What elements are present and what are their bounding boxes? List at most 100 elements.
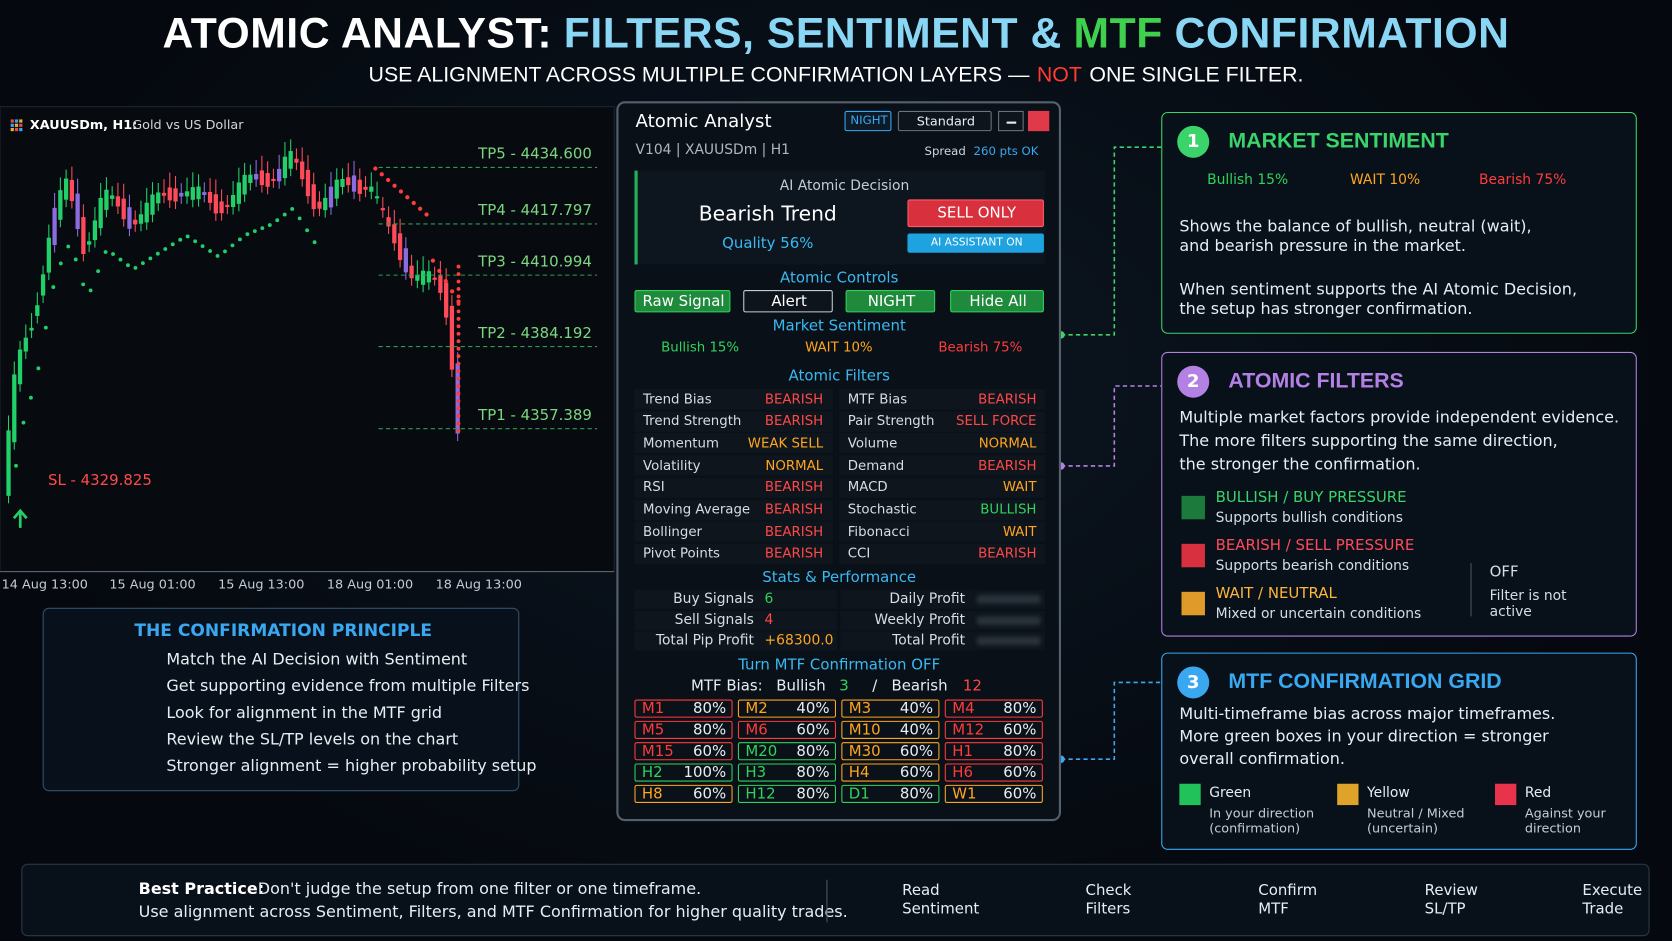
mtf-value: 80% bbox=[796, 763, 830, 781]
trail-dot bbox=[126, 263, 130, 268]
mtf-timeframe: H12 bbox=[745, 785, 776, 803]
control-button[interactable]: Hide All bbox=[950, 290, 1044, 313]
card-badge: 3 bbox=[1177, 666, 1210, 699]
legend-desc: In your direction (confirmation) bbox=[1209, 805, 1315, 837]
style-button-text: Standard bbox=[916, 113, 975, 129]
trail-dot bbox=[6, 490, 11, 495]
card-number: 2 bbox=[1186, 371, 1200, 393]
trail-dot bbox=[58, 261, 63, 266]
control-button[interactable]: NIGHT bbox=[845, 290, 936, 313]
stop-dot bbox=[405, 195, 410, 200]
candle-body bbox=[236, 182, 241, 204]
candle-body bbox=[207, 191, 213, 203]
principle-item: Look for alignment in the MTF grid bbox=[166, 702, 443, 723]
candle-body bbox=[277, 168, 282, 182]
mtf-cell bbox=[634, 699, 733, 718]
mtf-cell bbox=[737, 699, 837, 718]
candle-body bbox=[6, 430, 11, 496]
trail-dot bbox=[73, 257, 78, 262]
filter-row bbox=[839, 543, 1046, 564]
divider bbox=[1470, 563, 1472, 617]
legend-desc: Against your direction bbox=[1524, 805, 1606, 837]
filter-row bbox=[634, 521, 833, 542]
mtf-cell bbox=[944, 720, 1043, 739]
candle-body bbox=[63, 178, 69, 200]
filter-row bbox=[839, 521, 1046, 542]
card: 2 ATOMIC FILTERS Multiple market factors p… bbox=[1161, 351, 1637, 637]
candle-body bbox=[253, 173, 259, 180]
title-part: ATOMIC ANALYST: bbox=[162, 10, 553, 57]
candle-body bbox=[397, 233, 403, 261]
minimize-button[interactable] bbox=[998, 110, 1024, 132]
symbol-icon bbox=[19, 123, 23, 127]
legend-swatch bbox=[1494, 783, 1517, 806]
stop-dot bbox=[456, 272, 461, 276]
mtf-value: 40% bbox=[796, 699, 830, 717]
filter-value: BEARISH bbox=[764, 500, 824, 517]
trail-dot bbox=[36, 366, 41, 371]
sl-label: SL - 4329.825 bbox=[47, 472, 152, 490]
controls-title: Atomic Controls bbox=[780, 269, 899, 287]
x-axis-label: 18 Aug 13:00 bbox=[435, 576, 522, 592]
legend-swatch bbox=[1179, 783, 1201, 806]
x-axis-label: 15 Aug 13:00 bbox=[218, 576, 305, 592]
trail-dot bbox=[267, 223, 272, 228]
stop-dot bbox=[456, 399, 461, 403]
trail-dot bbox=[118, 257, 123, 262]
mtf-timeframe: M15 bbox=[641, 742, 674, 760]
trail-dot bbox=[155, 251, 160, 256]
candle-body bbox=[409, 265, 414, 279]
stop-dot bbox=[456, 301, 461, 306]
candle-body bbox=[52, 207, 57, 246]
stop-dot bbox=[456, 316, 461, 321]
style-button[interactable]: Standard bbox=[897, 110, 992, 132]
candle-body bbox=[334, 179, 339, 199]
symbol-icon bbox=[14, 119, 19, 123]
legend-swatch bbox=[1181, 543, 1205, 568]
mode-button-text: NIGHT bbox=[850, 113, 888, 127]
candle-body bbox=[444, 282, 449, 318]
candle-body bbox=[311, 184, 316, 210]
filter-row bbox=[839, 389, 1046, 410]
control-button-text: Raw Signal bbox=[642, 292, 725, 310]
legend-swatch bbox=[1337, 783, 1359, 806]
trail-dot bbox=[297, 216, 302, 221]
candle-body bbox=[340, 178, 345, 187]
mtf-timeframe: M4 bbox=[952, 699, 975, 717]
mode-button[interactable]: NIGHT bbox=[844, 110, 892, 132]
legend-title: Green bbox=[1209, 785, 1252, 802]
sentiment-label: WAIT 10% bbox=[1349, 172, 1421, 189]
mtf-value: 40% bbox=[899, 721, 934, 739]
trail-dot bbox=[230, 243, 235, 248]
control-button[interactable]: Alert bbox=[743, 290, 833, 313]
assistant-button[interactable]: AI ASSISTANT ON bbox=[907, 233, 1044, 253]
stop-dot bbox=[437, 268, 442, 273]
candle-body bbox=[161, 192, 167, 196]
trail-dot bbox=[290, 207, 295, 211]
candle-body bbox=[173, 188, 178, 202]
candle-body bbox=[288, 151, 293, 169]
mtf-timeframe: M12 bbox=[952, 721, 985, 739]
control-button[interactable]: Raw Signal bbox=[634, 290, 731, 313]
step-label: Check Filters bbox=[1085, 882, 1132, 918]
filter-name: MACD bbox=[847, 478, 888, 495]
mtf-value: 60% bbox=[1003, 721, 1037, 739]
panel-version: V104 | XAUUSDm | H1 bbox=[635, 142, 790, 159]
filter-name: Fibonacci bbox=[847, 522, 910, 539]
filter-row bbox=[839, 411, 1046, 432]
stop-dot bbox=[456, 428, 461, 433]
candle-body bbox=[305, 169, 311, 197]
filter-value: WEAK SELL bbox=[747, 434, 824, 451]
action-button[interactable]: SELL ONLY bbox=[907, 199, 1044, 228]
filter-value: BEARISH bbox=[764, 522, 824, 539]
trail-dot bbox=[208, 249, 212, 253]
stop-dot bbox=[379, 172, 384, 177]
candle-body bbox=[380, 208, 385, 211]
close-button[interactable] bbox=[1027, 110, 1050, 132]
sentiment-label: Bearish 75% bbox=[938, 338, 1023, 355]
candle-body bbox=[58, 190, 63, 220]
blurred-value bbox=[976, 636, 1041, 646]
trail-dot bbox=[103, 250, 108, 254]
candle-body bbox=[265, 173, 270, 187]
stats-label: Total Profit bbox=[892, 632, 966, 649]
